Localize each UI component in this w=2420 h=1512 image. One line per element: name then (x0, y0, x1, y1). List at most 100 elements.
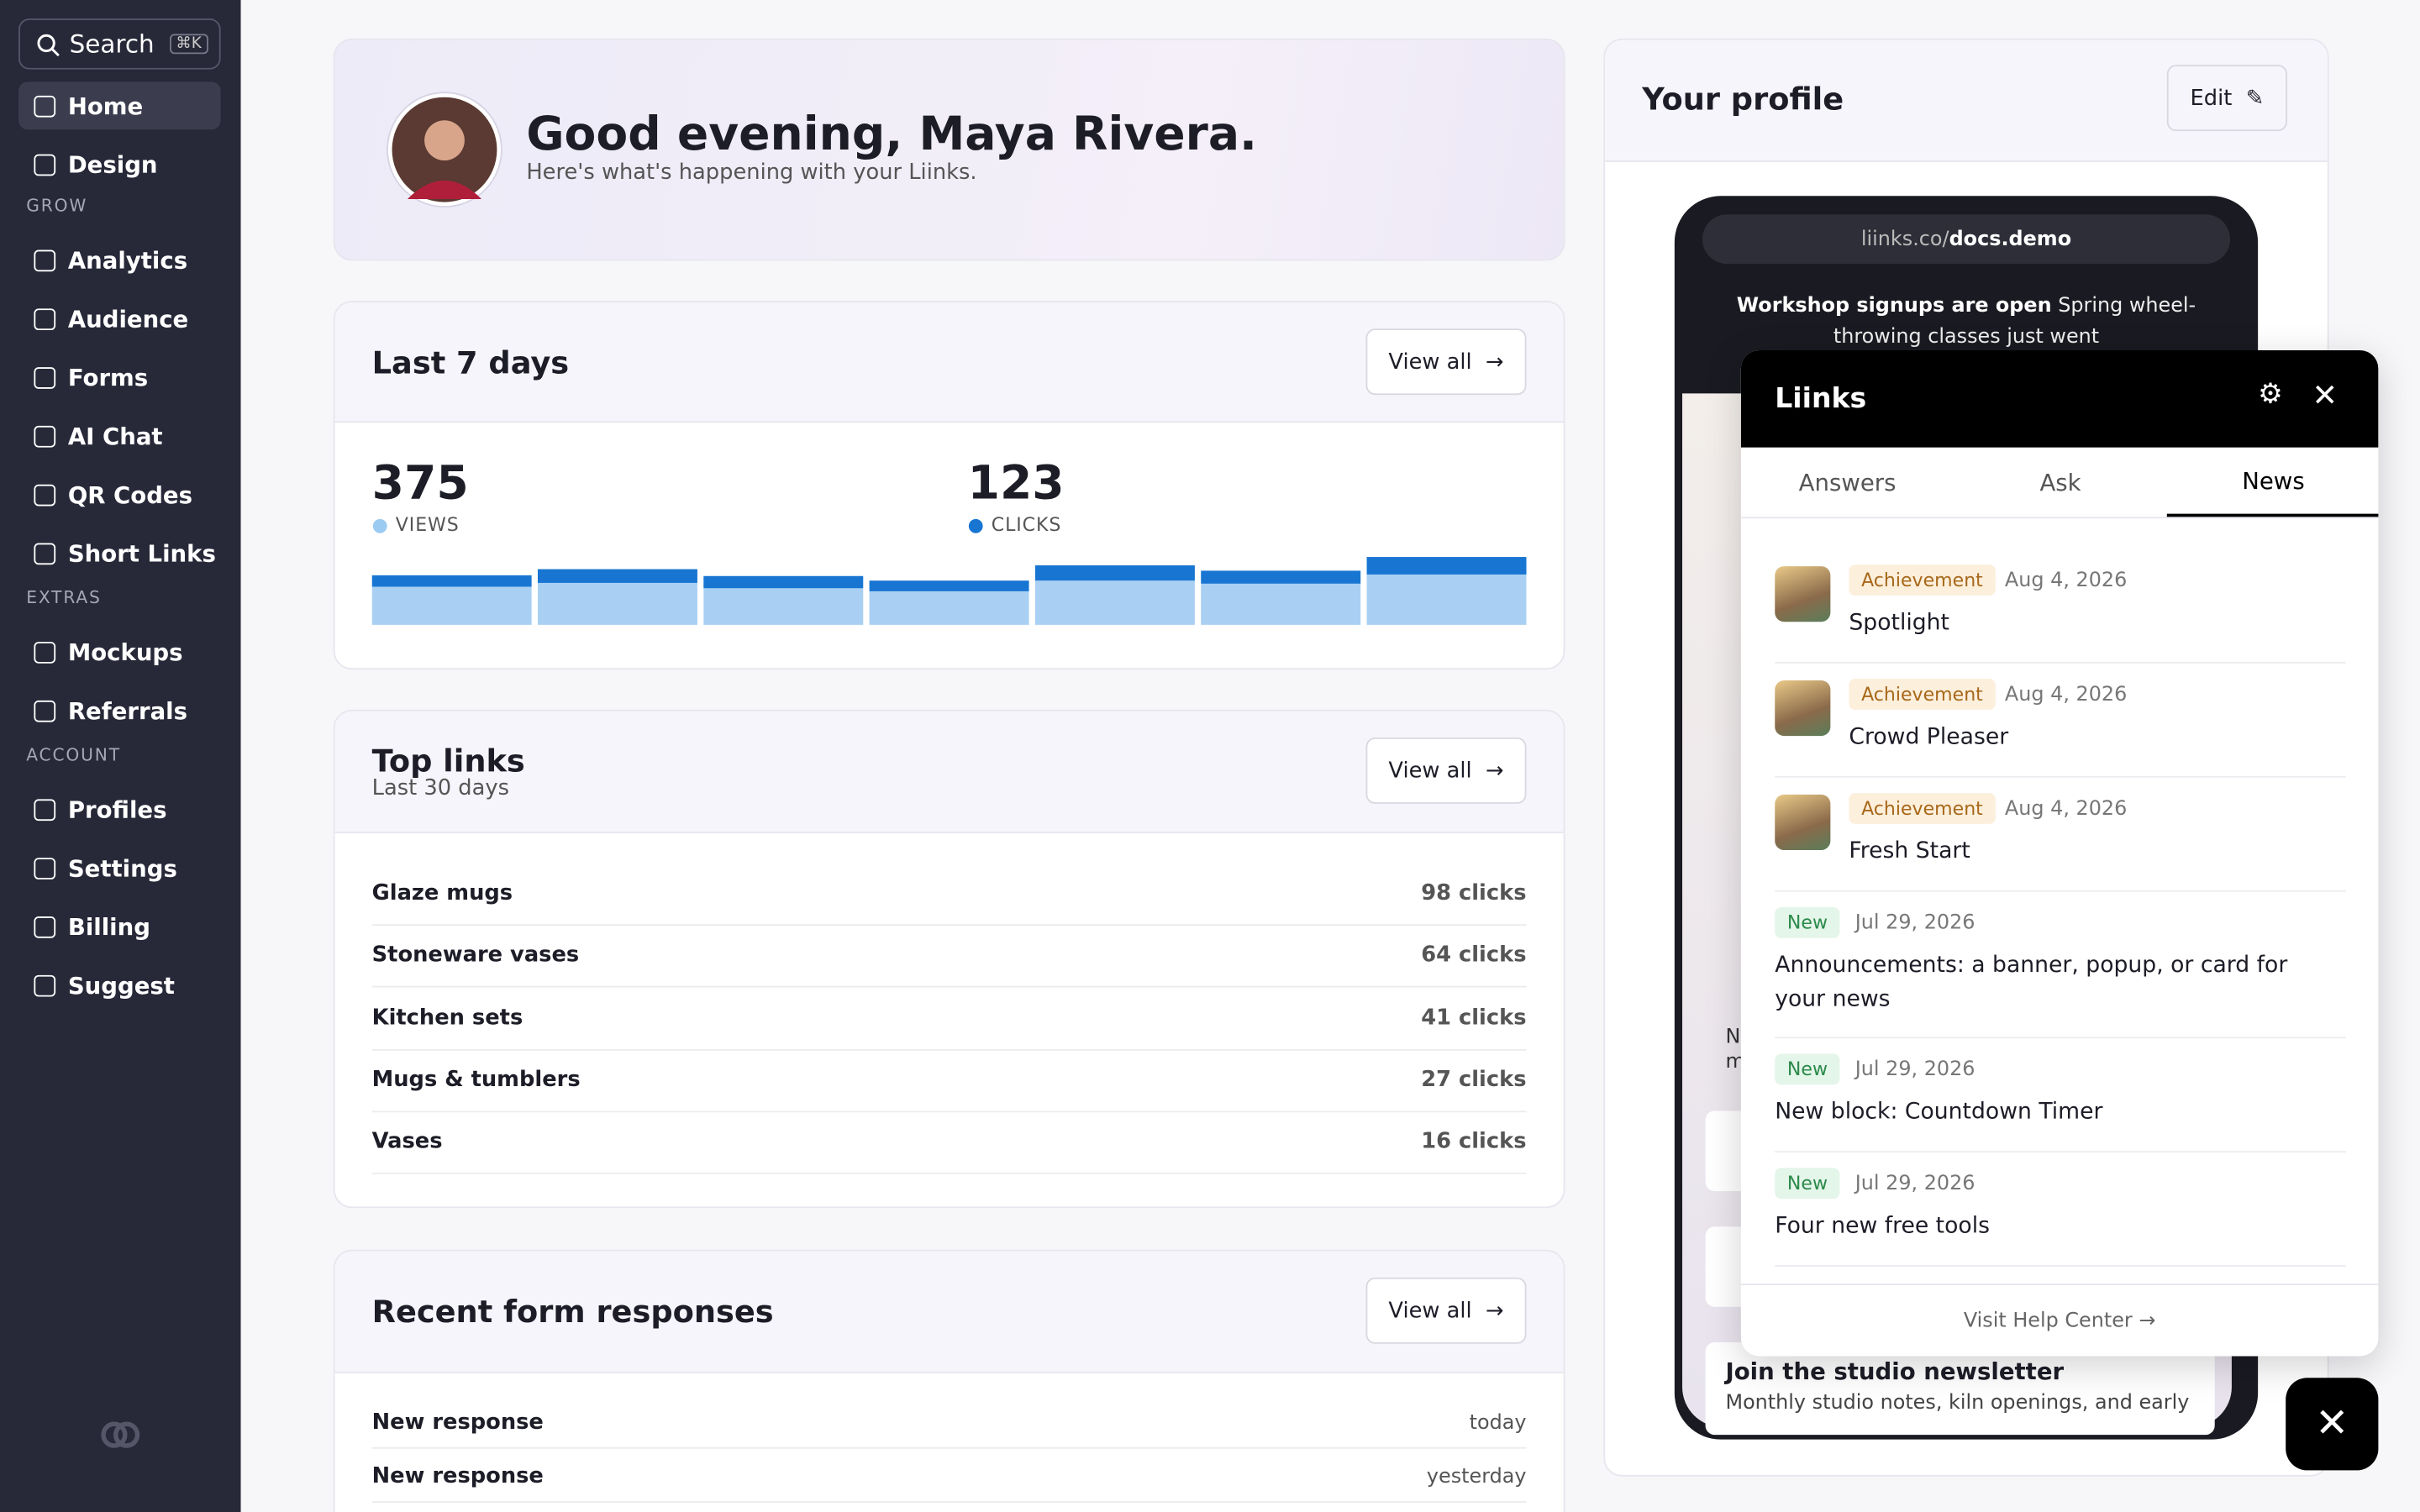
nav-label: Suggest (67, 971, 175, 1000)
form-row[interactable]: New response today (371, 1398, 1527, 1449)
nav-label: Home (67, 92, 144, 120)
item-divider (1775, 775, 2346, 778)
card-header (334, 1251, 1564, 1373)
bar-chart (371, 557, 1527, 625)
card-title: Last 7 days (371, 344, 570, 381)
item-tag: Achievement (1849, 679, 1996, 710)
card-header (334, 302, 1564, 423)
nav-label: QR Codes (67, 480, 193, 509)
form-when: today (1469, 1410, 1527, 1435)
view-all[interactable]: View all → (1365, 1277, 1527, 1344)
item-divider (1775, 1265, 2346, 1267)
link-row[interactable]: Glaze mugs 98 clicks (371, 863, 1527, 927)
card-title: Top links (371, 742, 525, 780)
nav-item[interactable]: Settings (18, 844, 221, 892)
view-all[interactable]: View all → (1365, 737, 1527, 804)
card-header (334, 711, 1564, 833)
clicks-bar (869, 580, 1029, 591)
item-title[interactable]: Spotlight (1849, 611, 1949, 636)
link-name: Glaze mugs (371, 880, 513, 906)
tab[interactable]: Ask (2039, 468, 2081, 496)
nav-item[interactable]: Referrals (18, 686, 221, 734)
nav-item[interactable]: Home (18, 81, 221, 130)
item-title[interactable]: Four new free tools (1775, 1214, 1991, 1239)
nav-item[interactable]: QR Codes (18, 470, 221, 518)
tab[interactable]: News (2166, 448, 2379, 517)
nav-item[interactable]: Profiles (18, 785, 221, 833)
search[interactable]: Search ⌘K (18, 18, 221, 70)
tabs-divider (1740, 517, 2379, 519)
banner: Workshop signups are open Spring wheel-t… (1721, 291, 2212, 353)
nav-item[interactable]: Suggest (18, 961, 221, 1009)
nav-label: Design (67, 150, 158, 179)
nav-icon (34, 425, 56, 447)
clicks-bar (371, 575, 532, 587)
views-label: VIEWS (395, 513, 460, 536)
nav-icon (34, 249, 56, 271)
link-name: Mugs & tumblers (371, 1067, 581, 1093)
views-value: 375 (371, 456, 469, 511)
nav-icon (34, 699, 56, 722)
nav-item[interactable]: Audience (18, 295, 221, 343)
item-title[interactable]: Fresh Start (1849, 839, 1970, 864)
item-title[interactable]: Announcements: a banner, popup, or card … (1775, 953, 2288, 1012)
link-row[interactable]: Vases 16 clicks (371, 1111, 1527, 1175)
nav-section: GROW (26, 196, 88, 217)
link-clicks: 98 clicks (1421, 880, 1527, 906)
banner-title: Workshop signups are open (1736, 294, 2052, 318)
item-tag: Achievement (1849, 564, 1996, 596)
top-links-card: Top links Last 30 days View all → Glaze … (333, 709, 1565, 1209)
nav-item[interactable]: Mockups (18, 628, 221, 676)
sidebar: Search ⌘K Home Design GROW Analytics Audienc… (0, 0, 241, 1512)
nav-item[interactable]: Billing (18, 902, 221, 950)
tab[interactable]: Answers (1798, 468, 1897, 496)
link-name: Kitchen sets (371, 1005, 523, 1031)
nav-item[interactable]: AI Chat (18, 412, 221, 459)
nav-item[interactable]: Design (18, 140, 221, 188)
views-bar (371, 586, 532, 625)
last7-card: Last 7 days View all → 375 ● VIEWS 123 ●… (333, 301, 1565, 670)
greeting-subtitle: Here's what's happening with your Liinks… (526, 160, 977, 186)
close-fab[interactable]: ✕ (2286, 1378, 2379, 1471)
item-date: Aug 4, 2026 (2004, 683, 2128, 707)
clicks-bar (537, 569, 697, 583)
link-row[interactable]: Stoneware vases 64 clicks (371, 925, 1527, 989)
help-center-link[interactable]: Visit Help Center → (1740, 1284, 2379, 1356)
nav-section: ACCOUNT (26, 745, 121, 766)
widget-title: Liinks (1775, 382, 1867, 416)
card-subtitle: Last 30 days (371, 775, 509, 801)
link-row[interactable]: Kitchen sets 41 clicks (371, 987, 1527, 1051)
nav-item[interactable]: Short Links (18, 529, 221, 577)
views-bar (1366, 574, 1527, 625)
nav-label: Audience (67, 304, 189, 333)
nav-label: Profiles (67, 795, 167, 823)
nav-section: EXTRAS (26, 587, 102, 608)
nav-item[interactable]: Forms (18, 354, 221, 402)
item-title[interactable]: Crowd Pleaser (1849, 725, 2009, 750)
nav-item[interactable]: Analytics (18, 236, 221, 284)
shortcut: ⌘K (169, 34, 208, 55)
form-row[interactable]: New response yesterday (371, 1452, 1527, 1503)
link-row[interactable]: Mugs & tumblers 27 clicks (371, 1049, 1527, 1113)
views-legend: ● VIEWS (371, 513, 460, 536)
close-icon[interactable]: ✕ (2312, 376, 2338, 414)
item-thumb (1775, 680, 1831, 737)
card-title: Your profile (1642, 80, 1844, 118)
item-title[interactable]: New block: Countdown Timer (1775, 1100, 2103, 1125)
clicks-legend: ● CLICKS (967, 513, 1062, 536)
button-label: View all (1388, 349, 1472, 375)
url-prefix: liinks.co/ (1860, 227, 1949, 251)
view-all[interactable]: View all → (1365, 328, 1527, 396)
url-handle: docs.demo (1949, 227, 2072, 251)
nav-label: Forms (67, 363, 149, 391)
item-divider (1775, 890, 2346, 892)
nav-label: Settings (67, 853, 177, 882)
item-date: Jul 29, 2026 (1854, 1172, 1975, 1196)
settings-icon[interactable]: ⚙ (2258, 377, 2283, 411)
nav-icon (34, 798, 56, 821)
edit-button[interactable]: Edit ✎ (2166, 65, 2288, 132)
nav-label: AI Chat (67, 422, 163, 450)
fragment: m (1725, 1050, 1745, 1074)
